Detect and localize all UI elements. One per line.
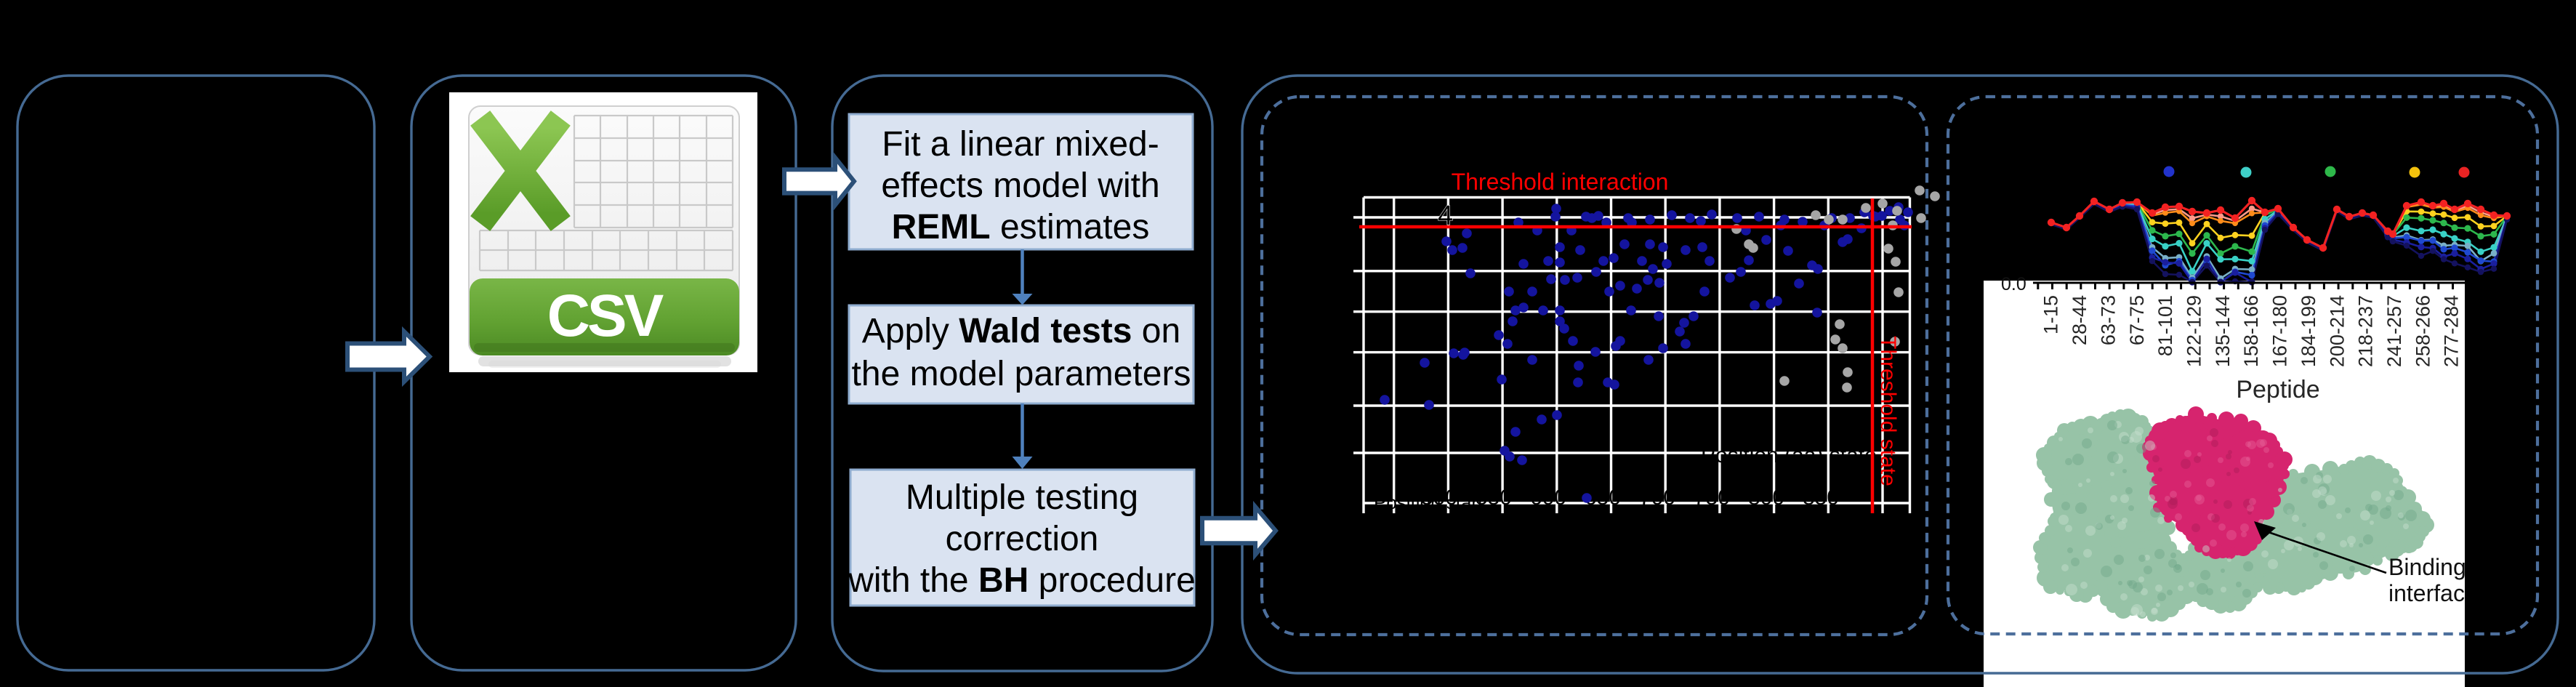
svg-text:4: 4 (1438, 201, 1453, 231)
svg-text:REML estimates: REML estimates (892, 208, 1150, 246)
svg-text:277-284: 277-284 (2441, 295, 2463, 367)
svg-text:0.0: 0.0 (2001, 274, 2026, 294)
svg-text:800: 800 (1748, 486, 1784, 510)
svg-text:600: 600 (1530, 486, 1566, 510)
svg-text:850: 850 (1803, 486, 1839, 510)
svg-text:Threshold state: Threshold state (1876, 336, 1900, 486)
svg-text:184-199: 184-199 (2298, 295, 2319, 367)
svg-text:1-15: 1-15 (2040, 295, 2062, 334)
svg-text:CSV: CSV (547, 283, 664, 349)
svg-text:218-237: 218-237 (2355, 295, 2377, 367)
svg-text:200-214: 200-214 (2326, 295, 2348, 367)
svg-text:63-73: 63-73 (2097, 295, 2119, 345)
svg-text:28-44: 28-44 (2069, 295, 2090, 345)
svg-text:750: 750 (1694, 486, 1730, 510)
svg-text:Peptide: Peptide (2236, 376, 2319, 403)
svg-text:Threshold interaction: Threshold interaction (1452, 169, 1669, 195)
svg-text:effects model with: effects model with (881, 166, 1159, 205)
svg-text:Binding: Binding (2388, 554, 2466, 580)
svg-text:122-129: 122-129 (2183, 295, 2205, 367)
svg-text:Position (aa) state: Position (aa) state (1701, 443, 1877, 467)
svg-text:Position start: Position start (1374, 491, 1484, 513)
svg-text:67-75: 67-75 (2126, 295, 2148, 345)
svg-text:241-257: 241-257 (2383, 295, 2405, 367)
svg-text:with the BH procedure: with the BH procedure (848, 561, 1196, 600)
svg-text:Multiple testing: Multiple testing (906, 478, 1138, 517)
svg-text:Fit a linear mixed-: Fit a linear mixed- (882, 125, 1159, 164)
svg-text:158-166: 158-166 (2240, 295, 2262, 367)
svg-text:Apply Wald tests on: Apply Wald tests on (862, 312, 1180, 350)
svg-text:correction: correction (946, 520, 1099, 558)
svg-text:500: 500 (1421, 486, 1457, 510)
svg-text:the model parameters: the model parameters (852, 355, 1191, 393)
svg-text:550: 550 (1476, 486, 1512, 510)
svg-text:81-101: 81-101 (2154, 295, 2176, 356)
svg-text:700: 700 (1639, 486, 1675, 510)
svg-text:167-180: 167-180 (2269, 295, 2291, 367)
svg-text:interface: interface (2388, 580, 2478, 606)
svg-text:135-144: 135-144 (2212, 295, 2234, 367)
svg-text:258-266: 258-266 (2412, 295, 2434, 367)
